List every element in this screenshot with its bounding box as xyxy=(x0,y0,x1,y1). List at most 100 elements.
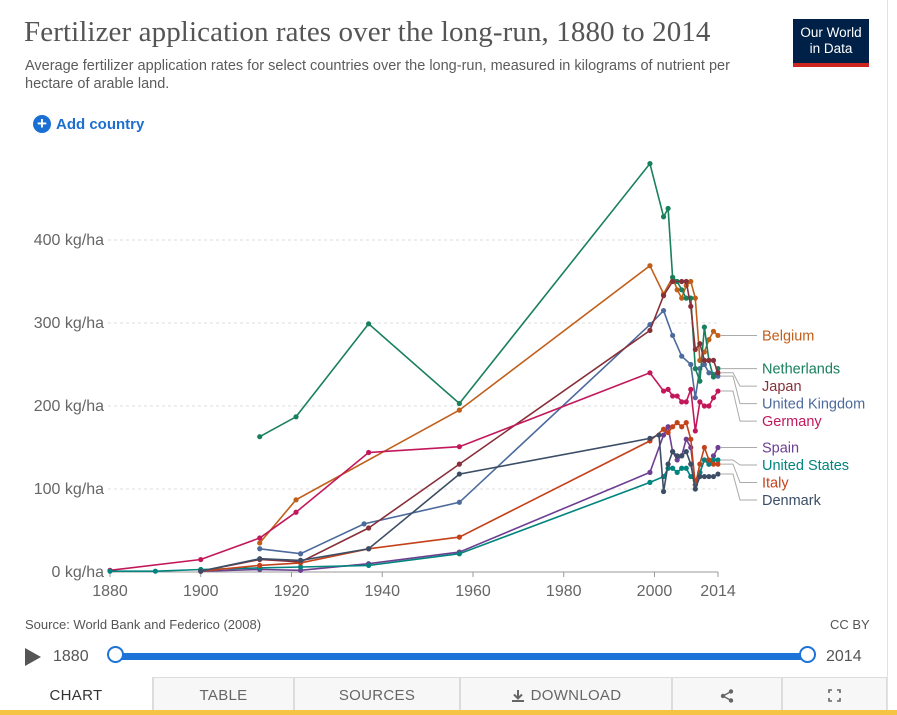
data-point xyxy=(701,324,707,330)
data-point xyxy=(710,457,717,463)
data-point xyxy=(697,399,703,405)
data-point xyxy=(257,562,263,568)
timeline-start-label: 1880 xyxy=(53,648,89,665)
data-point xyxy=(456,444,462,450)
add-country-label: Add country xyxy=(56,115,145,133)
data-point xyxy=(456,400,462,407)
data-point xyxy=(710,473,717,480)
data-point xyxy=(647,161,653,167)
data-point xyxy=(688,386,694,392)
tab-chart-label: CHART xyxy=(49,686,103,704)
data-point xyxy=(701,361,707,368)
legend-label: United States xyxy=(762,458,849,474)
series-japan xyxy=(198,278,721,574)
y-tick-label: 200 kg/ha xyxy=(34,398,104,415)
data-point xyxy=(366,562,372,568)
tab-download-label: DOWNLOAD xyxy=(530,687,622,704)
data-point xyxy=(710,395,717,401)
x-tick-label: 1900 xyxy=(183,583,219,600)
data-point xyxy=(198,568,204,574)
data-point xyxy=(706,457,712,463)
data-point xyxy=(688,278,694,285)
data-point xyxy=(297,557,304,563)
data-point xyxy=(679,465,685,471)
data-point xyxy=(701,357,707,363)
data-point xyxy=(683,295,689,301)
data-point xyxy=(715,461,721,467)
data-point xyxy=(674,287,680,293)
data-point xyxy=(674,469,680,475)
data-point xyxy=(706,337,712,343)
y-tick-label: 0 kg/ha xyxy=(52,564,105,581)
series-line xyxy=(259,309,719,555)
data-point xyxy=(257,535,263,541)
add-country-button[interactable]: + Add country xyxy=(33,115,144,133)
tab-table[interactable]: TABLE xyxy=(153,677,294,713)
data-point xyxy=(647,435,653,441)
legend-connector xyxy=(721,375,757,405)
data-point xyxy=(660,432,667,438)
data-point xyxy=(257,434,263,440)
owid-logo[interactable]: Our World in Data xyxy=(793,19,869,67)
tab-sources[interactable]: SOURCES xyxy=(294,677,460,713)
series-line xyxy=(259,161,719,438)
timeline-start-handle[interactable] xyxy=(106,646,124,663)
data-point xyxy=(152,568,158,574)
data-point xyxy=(293,497,299,503)
data-point xyxy=(665,424,671,430)
tab-download[interactable]: DOWNLOAD xyxy=(460,677,672,713)
data-point xyxy=(665,429,671,436)
data-point xyxy=(366,525,372,531)
legend-connector xyxy=(721,459,757,466)
tab-sources-label: SOURCES xyxy=(338,687,416,704)
data-point xyxy=(293,414,299,420)
timeline-track[interactable] xyxy=(115,653,807,660)
x-tick-label: 1920 xyxy=(274,583,310,600)
license-label[interactable]: CC BY xyxy=(830,617,870,632)
data-point xyxy=(679,353,685,359)
tab-share[interactable] xyxy=(672,677,782,713)
legend-connector xyxy=(721,372,757,387)
data-point xyxy=(706,461,712,467)
accent-bar xyxy=(0,710,897,715)
share-icon xyxy=(720,688,734,703)
tab-fullscreen[interactable] xyxy=(782,677,887,713)
data-point xyxy=(697,461,703,467)
data-point xyxy=(647,327,653,334)
timeline-end-handle[interactable] xyxy=(798,646,816,663)
data-point xyxy=(692,395,698,401)
data-point xyxy=(688,436,694,442)
data-point xyxy=(715,332,721,339)
data-point xyxy=(701,403,707,409)
x-tick-label: 1960 xyxy=(455,583,491,600)
data-point xyxy=(706,357,712,363)
data-point xyxy=(679,278,685,285)
data-point xyxy=(679,424,685,430)
data-point xyxy=(665,386,671,392)
play-icon[interactable] xyxy=(25,648,41,666)
source-note[interactable]: Source: World Bank and Federico (2008) xyxy=(25,617,262,632)
data-point xyxy=(647,479,653,485)
data-point xyxy=(670,424,676,430)
plus-circle-icon: + xyxy=(33,115,51,133)
data-point xyxy=(670,449,676,455)
data-point xyxy=(692,486,698,492)
data-point xyxy=(656,432,662,438)
logo-line-2: in Data xyxy=(809,41,853,56)
data-point xyxy=(670,274,676,280)
data-point xyxy=(456,534,462,540)
series-netherlands xyxy=(257,161,721,440)
data-point xyxy=(710,328,717,334)
data-point xyxy=(701,444,707,451)
tab-chart[interactable]: CHART xyxy=(0,677,153,713)
data-point xyxy=(679,295,685,301)
legend-label: Denmark xyxy=(762,493,822,509)
y-tick-label: 400 kg/ha xyxy=(34,232,104,249)
x-tick-label: 1940 xyxy=(364,583,400,600)
chart-title: Fertilizer application rates over the lo… xyxy=(24,16,711,48)
data-point xyxy=(683,399,689,405)
data-point xyxy=(456,461,462,467)
data-point xyxy=(198,556,204,563)
series-line xyxy=(259,264,719,544)
